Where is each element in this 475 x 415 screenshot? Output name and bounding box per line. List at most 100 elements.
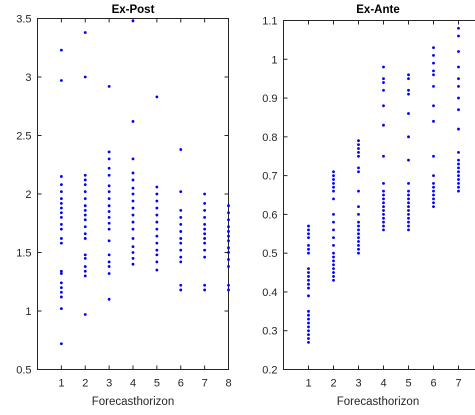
data-point-ex-post [131,19,135,23]
data-point-ex-post [59,227,63,231]
data-point-ex-ante [307,329,310,333]
data-point-ex-ante [457,189,460,193]
data-point-ex-post [227,218,230,222]
data-point-ex-post [227,288,230,292]
data-point-ex-ante [332,178,335,181]
data-point-ex-post [179,248,183,252]
data-point-ex-post [59,79,63,82]
data-point-ex-ante [382,224,385,228]
data-point-ex-post [155,227,159,231]
data-point-ex-ante [307,278,310,282]
data-point-ex-ante [457,65,460,69]
data-point-ex-post [59,281,63,285]
data-point-ex-ante [457,158,460,162]
data-point-ex-post [179,223,183,226]
x-tick-label-ex-ante: 7 [455,378,461,390]
data-point-ex-post [131,251,135,254]
data-point-ex-ante [407,216,410,220]
data-point-ex-post [59,269,63,273]
data-point-ex-ante [432,85,435,88]
data-point-ex-post [227,258,230,261]
x-tick-label-ex-post: 8 [225,378,231,390]
x-tick-label-ex-post: 3 [106,378,112,390]
data-point-ex-post [227,225,230,229]
y-tick-label-ex-ante: 0.5 [262,248,277,260]
data-point-ex-post [107,216,111,219]
data-point-ex-post [203,283,207,287]
data-point-ex-post [59,190,63,194]
y-tick-label-ex-ante: 0.8 [262,132,277,144]
data-point-ex-ante [357,224,360,228]
data-point-ex-ante [332,255,335,259]
data-point-ex-post [155,241,159,245]
x-tick-label-ex-ante: 4 [380,378,386,390]
data-point-ex-post [227,265,230,268]
data-point-ex-post [203,241,207,245]
data-point-ex-post [179,216,183,219]
data-point-ex-post [83,178,87,182]
x-tick-label-ex-ante: 6 [430,378,436,390]
data-point-ex-post [59,211,63,215]
data-point-ex-ante [407,135,410,139]
data-point-ex-post [155,260,159,264]
data-point-ex-ante [457,178,460,181]
data-point-ex-post [107,204,111,208]
data-point-ex-ante [332,185,335,189]
data-point-ex-post [83,31,87,34]
data-point-ex-ante [457,166,460,170]
data-point-ex-post [107,272,111,275]
data-point-ex-post [203,192,207,196]
data-point-ex-post [107,157,111,161]
data-point-ex-ante [407,224,410,228]
data-point-ex-post [83,183,87,187]
data-point-ex-post [203,288,207,292]
data-point-ex-post [107,197,111,201]
data-point-ex-post [179,208,183,212]
data-point-ex-post [227,251,230,254]
data-point-ex-ante [307,337,310,340]
y-tick-label-ex-ante: 0.9 [262,93,277,105]
data-point-ex-ante [407,212,410,216]
data-point-ex-ante [307,247,310,251]
chart-title-ex-ante: Ex-Ante [356,4,399,16]
data-point-ex-post [179,260,183,264]
data-point-ex-ante [432,185,435,189]
data-point-ex-ante [457,96,460,100]
data-point-ex-ante [382,154,385,158]
data-point-ex-ante [457,108,460,112]
data-point-ex-ante [382,65,385,69]
data-point-ex-ante [407,73,410,77]
data-point-ex-ante [382,228,385,232]
x-tick-label-ex-ante: 3 [355,378,361,390]
data-point-ex-post [83,204,87,208]
data-point-ex-post [155,220,159,224]
data-point-ex-ante [407,181,410,185]
data-point-ex-ante [382,123,385,127]
data-point-ex-ante [307,271,310,274]
data-point-ex-post [107,227,111,231]
x-tick-label-ex-post: 7 [202,378,208,390]
data-point-ex-ante [382,201,385,205]
data-point-ex-ante [307,313,310,317]
data-point-ex-post [83,232,87,236]
data-point-ex-ante [407,77,410,81]
data-point-ex-post [203,227,207,231]
data-point-ex-ante [432,46,435,50]
data-point-ex-ante [307,267,310,271]
data-point-ex-post [59,290,63,294]
x-tick-label-ex-post: 5 [154,378,160,390]
y-tick-label-ex-ante: 0.7 [262,171,277,183]
data-point-ex-post [155,95,159,99]
data-point-ex-post [59,241,63,245]
data-point-ex-ante [332,259,335,263]
y-tick-label-ex-post: 1 [25,306,31,318]
data-point-ex-ante [407,158,410,162]
data-point-ex-ante [432,104,435,108]
x-tick-label-ex-ante: 1 [305,378,311,390]
chart-ex-post: Ex-Post Forecasthorizon 0.5 1 1.5 2 2.5 3 3.5 1… [16,4,231,408]
data-point-ex-post [131,245,135,249]
data-point-ex-post [227,230,230,233]
data-point-ex-post [107,184,111,188]
data-point-ex-post [107,166,111,170]
